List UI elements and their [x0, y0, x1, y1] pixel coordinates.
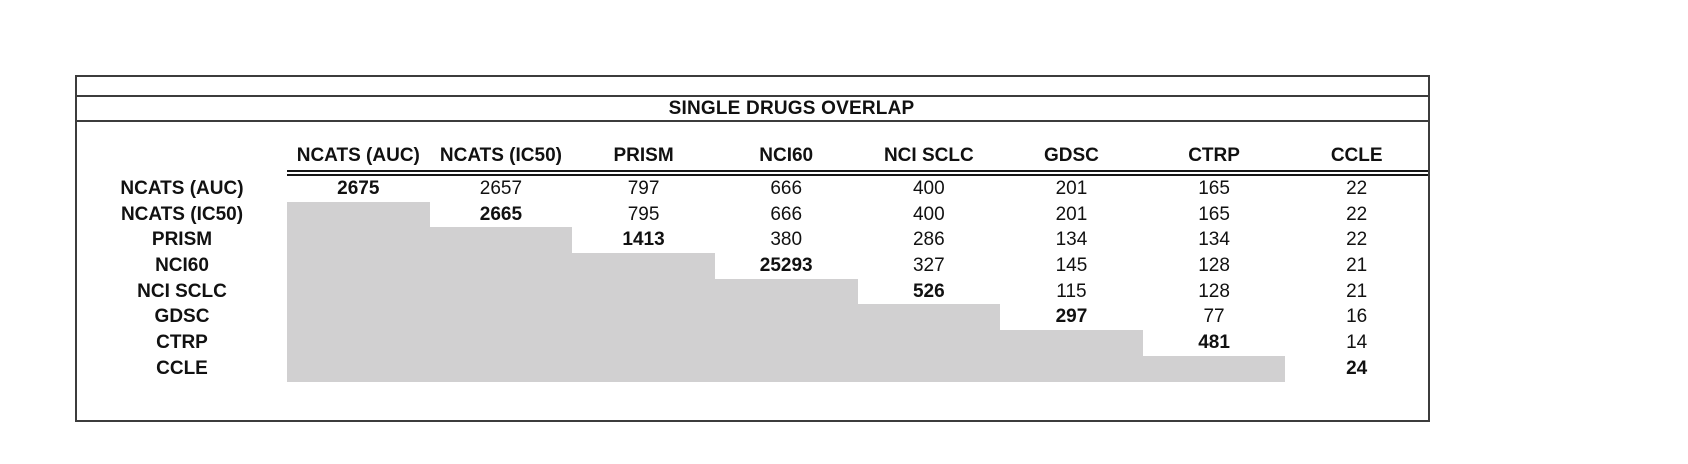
matrix-cell: 21 — [1346, 255, 1368, 277]
column-header: NCI60 — [759, 145, 814, 166]
matrix-cell: 128 — [1198, 280, 1230, 302]
matrix-cell: 666 — [770, 203, 803, 225]
shaded-cell — [287, 201, 430, 228]
matrix-cell: 286 — [912, 229, 945, 251]
matrix-cell: 2657 — [479, 178, 523, 199]
matrix-cell: 2665 — [479, 203, 523, 225]
matrix-cell: 14 — [1346, 332, 1368, 354]
shaded-cell — [1000, 330, 1143, 356]
matrix-cell: 380 — [770, 229, 803, 251]
row-label: PRISM — [151, 229, 213, 251]
matrix-cell: 201 — [1055, 178, 1088, 199]
shaded-cell — [714, 278, 858, 305]
matrix-cell: 400 — [912, 178, 945, 199]
matrix-row: CTRP 481 14 — [77, 330, 1428, 356]
matrix-cell: 526 — [912, 280, 945, 302]
matrix-row: CCLE 24 — [77, 355, 1428, 382]
matrix-cell: 25293 — [759, 255, 813, 277]
matrix-cell: 16 — [1346, 306, 1368, 328]
shaded-cell — [572, 304, 715, 331]
shaded-cell — [1142, 355, 1286, 382]
matrix-body: NCATS (AUC) 2675 2657 797 666 400 201 165 22 NCAT… — [77, 176, 1428, 382]
matrix-cell: 134 — [1198, 229, 1230, 251]
column-header: GDSC — [1043, 145, 1099, 166]
matrix-row: PRISM 1413 380 286 134 134 22 — [77, 227, 1428, 254]
column-header: NCATS (AUC) — [296, 145, 420, 166]
row-label: NCI SCLC — [137, 280, 227, 302]
shaded-cell — [857, 355, 1001, 382]
row-label: CTRP — [156, 332, 208, 354]
matrix-cell: 22 — [1346, 203, 1368, 225]
matrix-cell: 201 — [1055, 203, 1088, 225]
column-header: CTRP — [1188, 145, 1240, 166]
row-label: NCI60 — [155, 255, 209, 277]
matrix-cell: 134 — [1055, 229, 1088, 251]
shaded-cell — [287, 304, 430, 331]
row-label: GDSC — [154, 306, 210, 328]
matrix-row: NCI SCLC 526 115 128 21 — [77, 278, 1428, 305]
column-header: NCI SCLC — [883, 145, 974, 166]
matrix-cell: 327 — [912, 255, 945, 277]
matrix-cell: 400 — [912, 203, 945, 225]
row-label: NCATS (IC50) — [120, 203, 244, 225]
shaded-cell — [572, 330, 715, 356]
matrix-cell: 21 — [1346, 280, 1368, 302]
shaded-cell — [572, 278, 715, 305]
column-header: CCLE — [1330, 145, 1383, 166]
matrix-cell: 22 — [1346, 178, 1368, 199]
shaded-cell — [714, 330, 858, 356]
table-title: SINGLE DRUGS OVERLAP — [668, 97, 915, 119]
matrix-cell: 795 — [627, 203, 660, 225]
table-title-row: SINGLE DRUGS OVERLAP — [77, 97, 1428, 122]
shaded-cell — [572, 253, 715, 279]
matrix-cell: 22 — [1346, 229, 1368, 251]
matrix-row: NCATS (AUC) 2675 2657 797 666 400 201 165 22 — [77, 176, 1428, 202]
table-header-row: NCATS (AUC) NCATS (IC50) PRISM NCI60 NCI SCL… — [77, 122, 1428, 176]
matrix-cell: 666 — [770, 178, 803, 199]
matrix-row: NCI60 25293 327 145 128 21 — [77, 253, 1428, 279]
matrix-cell: 165 — [1198, 203, 1230, 225]
matrix-cell: 481 — [1198, 332, 1230, 354]
shaded-cell — [1000, 355, 1143, 382]
matrix-row: NCATS (IC50) 2665 795 666 400 201 165 22 — [77, 201, 1428, 228]
matrix-cell: 797 — [627, 178, 660, 199]
shaded-cell — [287, 278, 430, 305]
table-top-spacer-row — [77, 77, 1428, 97]
single-drugs-overlap-table: SINGLE DRUGS OVERLAP NCATS (AUC) NCATS (I… — [75, 75, 1430, 422]
shaded-cell — [287, 355, 430, 382]
row-label: CCLE — [156, 357, 208, 379]
matrix-cell: 297 — [1055, 306, 1088, 328]
shaded-cell — [857, 304, 1001, 331]
matrix-row: GDSC 297 77 16 — [77, 304, 1428, 331]
shaded-cell — [429, 278, 573, 305]
shaded-cell — [714, 304, 858, 331]
column-headers: NCATS (AUC) NCATS (IC50) PRISM NCI60 NCI SCL… — [287, 122, 1428, 176]
shaded-cell — [287, 227, 430, 254]
matrix-cell: 145 — [1055, 255, 1088, 277]
matrix-cell: 77 — [1203, 306, 1225, 328]
shaded-cell — [857, 330, 1001, 356]
shaded-cell — [429, 253, 573, 279]
shaded-cell — [429, 227, 573, 254]
shaded-cell — [429, 330, 573, 356]
matrix-cell: 2675 — [337, 178, 380, 199]
shaded-cell — [714, 355, 858, 382]
matrix-cell: 24 — [1346, 357, 1368, 379]
matrix-cell: 1413 — [622, 229, 665, 251]
column-header: PRISM — [613, 145, 674, 166]
shaded-cell — [429, 304, 573, 331]
shaded-cell — [572, 355, 715, 382]
shaded-cell — [287, 330, 430, 356]
matrix-cell: 115 — [1056, 280, 1087, 302]
shaded-cell — [429, 355, 573, 382]
shaded-cell — [287, 253, 430, 279]
header-row-label-spacer — [77, 122, 287, 176]
matrix-cell: 128 — [1198, 255, 1230, 277]
matrix-cell: 165 — [1198, 178, 1230, 199]
row-label: NCATS (AUC) — [120, 178, 244, 199]
column-header: NCATS (IC50) — [439, 145, 562, 166]
